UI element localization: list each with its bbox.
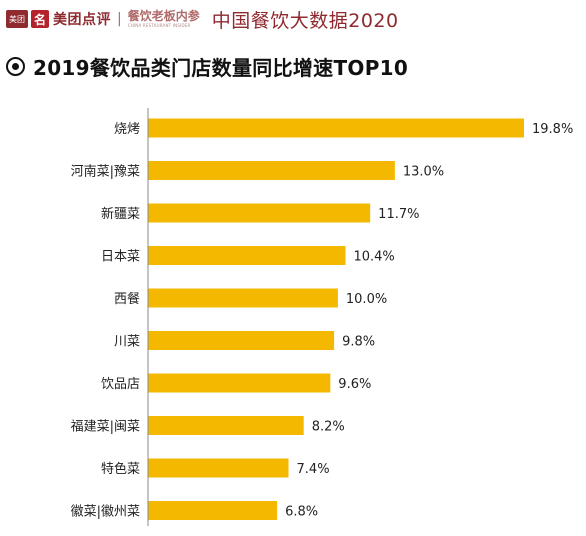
bar — [148, 203, 371, 223]
sub-brand-block: 餐饮老板内参 CHINA RESTAURANT INSIDER — [128, 10, 200, 28]
bullet-circle-icon — [6, 57, 25, 76]
bar — [148, 373, 331, 393]
sub-brand-name: 餐饮老板内参 — [127, 9, 200, 23]
category-label: 烧烤 — [114, 122, 140, 137]
bar — [148, 118, 524, 138]
brand-name: 美团点评 — [53, 12, 111, 28]
category-label: 河南菜|豫菜 — [71, 164, 140, 180]
meituan-logo: 美团 — [6, 10, 28, 28]
value-label: 19.8% — [532, 122, 573, 137]
category-label: 日本菜 — [101, 250, 140, 265]
category-label: 饮品店 — [101, 377, 140, 392]
value-label: 9.6% — [338, 377, 371, 392]
report-title: 中国餐饮大数据2020 — [211, 9, 399, 32]
category-label: 新疆菜 — [101, 206, 140, 222]
category-label: 特色菜 — [101, 461, 140, 477]
value-label: 8.2% — [312, 420, 345, 435]
value-label: 7.4% — [297, 462, 330, 477]
value-label: 6.8% — [285, 505, 318, 520]
dianping-logo: 名 — [31, 10, 49, 28]
category-label: 福建菜|闽菜 — [71, 420, 140, 435]
bar — [148, 416, 304, 435]
chart-title: 2019餐饮品类门店数量同比增速TOP10 — [33, 56, 409, 80]
bar — [148, 501, 278, 520]
value-label: 10.0% — [346, 292, 387, 307]
value-label: 13.0% — [403, 165, 444, 180]
sub-brand-english: CHINA RESTAURANT INSIDER — [127, 23, 191, 28]
value-label: 11.7% — [378, 207, 419, 222]
value-label: 9.8% — [342, 335, 375, 350]
category-label: 川菜 — [114, 335, 140, 350]
category-label: 徽菜|徽州菜 — [71, 505, 140, 520]
bar — [148, 458, 289, 478]
bar — [148, 331, 335, 350]
bar — [148, 246, 346, 265]
category-label: 西餐 — [114, 291, 140, 307]
brand-separator: | — [117, 11, 122, 27]
bar — [148, 161, 395, 180]
bar — [148, 288, 338, 308]
chart-title-row: 2019餐饮品类门店数量同比增速TOP10 — [6, 52, 408, 81]
brand-header: 美团 名 美团点评 | 餐饮老板内参 CHINA RESTAURANT INSI… — [6, 6, 399, 32]
value-label: 10.4% — [353, 250, 394, 265]
